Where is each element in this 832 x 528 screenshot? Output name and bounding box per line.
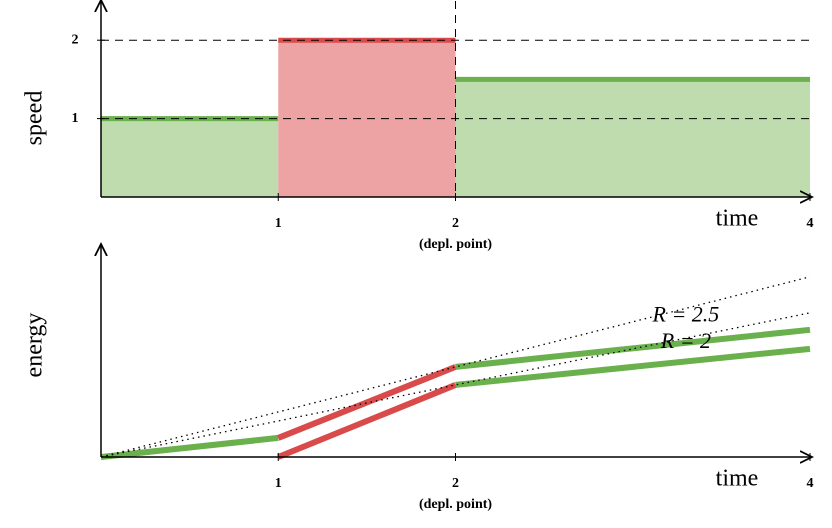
x-tick-label: 4 [807,476,814,491]
y-axis-label: energy [22,313,48,378]
line-label: R = 2.5 [652,301,720,326]
energy-line [100,434,279,460]
x-tick-label: 2 [452,216,459,231]
energy-line [277,364,457,441]
bar [101,118,279,197]
y-axis-label: speed [22,91,48,146]
y-tick-label: 1 [72,111,79,126]
energy-line [455,326,811,370]
x-axis-label: time [716,206,759,232]
x-tick-label: 2 [452,476,459,491]
reference-line [100,276,811,458]
x-tick-label: 4 [807,216,814,231]
line-label: R = 2 [660,328,711,353]
annotation: (depl. point) [419,237,492,252]
x-tick-label: 1 [275,216,282,231]
annotation: (depl. point) [419,497,492,512]
x-axis-label: time [716,466,759,492]
bar [455,79,810,197]
y-tick-label: 2 [72,32,79,47]
x-tick-label: 1 [275,476,282,491]
energy-line [455,345,811,388]
energy-line [277,382,457,460]
